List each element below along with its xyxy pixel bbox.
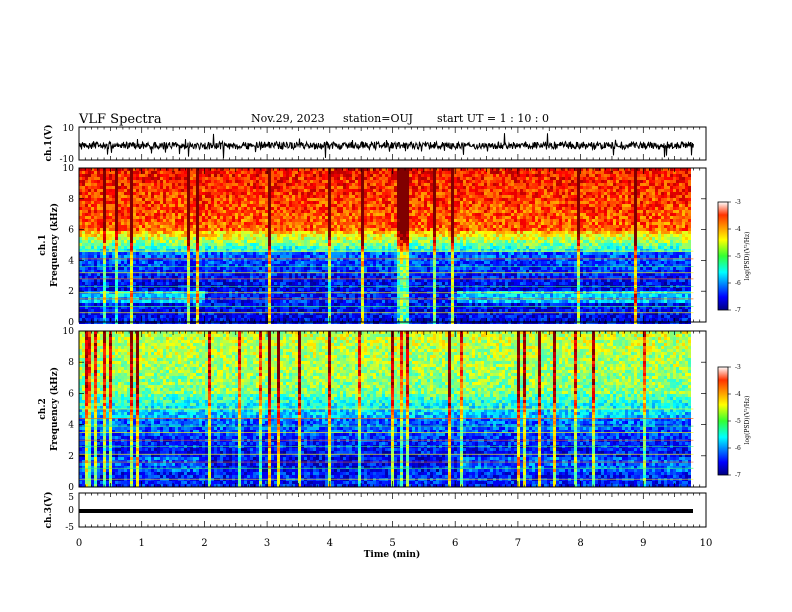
ch3-ytick-bottom: -5 (65, 523, 74, 533)
ch3-ytick-top: 5 (68, 493, 74, 503)
colorbar-tick-label: -5 (735, 253, 741, 260)
ch1-waveform-trace (78, 133, 694, 159)
colorbar-tick-label: -6 (735, 445, 741, 452)
x-tick-label: 7 (515, 538, 521, 549)
ch1-waveform-ylabel: ch.1(V) (43, 125, 54, 162)
x-tick-label: 5 (389, 538, 395, 549)
frequency-tick-label: 8 (68, 358, 74, 368)
ch3-waveform-ylabel: ch.3(V) (43, 492, 54, 529)
ch2-spectrogram-panel: 0 2 4 6 8 10 ch.2 Frequency (kHz) -3 -4 -5 -6 -7 … (38, 327, 751, 493)
figure-station: station=OUJ (343, 112, 413, 125)
x-tick-label: 1 (139, 538, 145, 549)
x-tick-label: 4 (327, 538, 333, 549)
ch1-waveform-panel: 10 -10 ch.1(V) (43, 124, 707, 165)
frequency-tick-label: 4 (68, 421, 74, 431)
figure-start-time: start UT = 1 : 10 : 0 (437, 112, 549, 125)
x-tick-label: 6 (452, 538, 458, 549)
colorbar-tick-label: -3 (735, 199, 741, 206)
frequency-tick-label: 4 (68, 256, 74, 266)
colorbar-tick-label: -3 (735, 364, 741, 371)
ch2-colorbar-label: log(PSD)(V²/Hz) (744, 396, 751, 445)
ch1-spectrogram-ylabel-channel: ch.1 (38, 234, 48, 255)
ch3-ytick-mid: 0 (68, 506, 74, 516)
ch1-ytick-top: 10 (63, 124, 75, 134)
colorbar-tick-label: -4 (735, 391, 741, 398)
ch2-colorbar: -3 -4 -5 -6 -7 log(PSD)(V²/Hz) (717, 364, 751, 479)
ch1-ytick-bottom: -10 (60, 155, 75, 165)
frequency-tick-label: 10 (63, 327, 75, 337)
frequency-tick-label: 10 (63, 164, 75, 174)
ch1-spectrogram-panel: 0 2 4 6 8 10 ch.1 Frequency (kHz) -3 -4 -5 -6 -7 … (38, 164, 751, 328)
ch2-spectrogram-image (79, 331, 694, 487)
x-tick-label: 8 (577, 538, 583, 549)
x-tick-label: 0 (76, 538, 82, 549)
ch2-spectrogram-ylabel-channel: ch.2 (38, 398, 48, 419)
frequency-tick-label: 8 (68, 195, 74, 205)
ch1-colorbar-label: log(PSD)(V²/Hz) (744, 232, 751, 281)
ch1-colorbar: -3 -4 -5 -6 -7 log(PSD)(V²/Hz) (717, 199, 751, 314)
frequency-tick-label: 6 (68, 389, 74, 399)
colorbar-tick-label: -6 (735, 280, 741, 287)
ch3-waveform-trace (79, 509, 693, 513)
colorbar-tick-label: -7 (735, 307, 741, 314)
frequency-tick-label: 0 (68, 483, 74, 493)
x-tick-label: 2 (201, 538, 207, 549)
x-axis-label: Time (min) (364, 549, 421, 560)
ch1-spectrogram-ylabel-frequency: Frequency (kHz) (49, 203, 60, 287)
x-tick-label: 10 (700, 538, 713, 549)
frequency-tick-label: 2 (68, 452, 74, 462)
colorbar-tick-label: -5 (735, 418, 741, 425)
ch2-spectrogram-ylabel-frequency: Frequency (kHz) (49, 367, 60, 451)
figure-title: VLF Spectra (78, 112, 162, 127)
x-tick-label: 9 (640, 538, 646, 549)
frequency-tick-label: 6 (68, 226, 74, 236)
ch1-spectrogram-image (79, 168, 694, 324)
frequency-tick-label: 2 (68, 287, 74, 297)
figure-date: Nov.29, 2023 (251, 112, 325, 125)
colorbar-tick-label: -7 (735, 472, 741, 479)
x-tick-label: 3 (264, 538, 270, 549)
colorbar-tick-label: -4 (735, 226, 741, 233)
frequency-tick-label: 0 (68, 318, 74, 328)
